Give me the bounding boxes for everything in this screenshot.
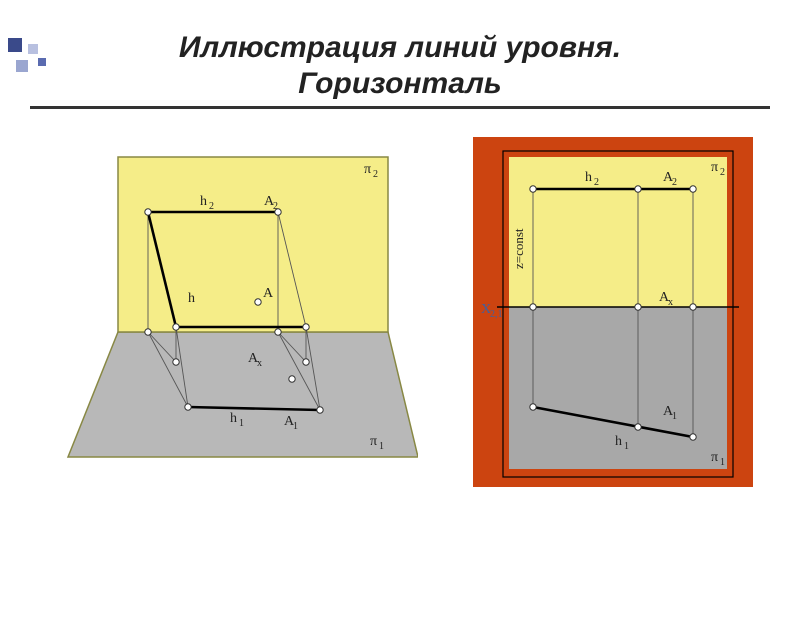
left-diagram: π2π1h2A2AhAxh1A1	[48, 137, 418, 492]
svg-text:1: 1	[672, 411, 677, 422]
diagrams-row: π2π1h2A2AhAxh1A1 h2A2π2AxX2,1A1h1π1z=con…	[0, 137, 800, 492]
svg-text:2: 2	[209, 201, 214, 212]
svg-text:2: 2	[594, 177, 599, 188]
svg-text:h: h	[230, 411, 237, 426]
title-line1: Иллюстрация линий уровня.	[179, 31, 621, 64]
svg-text:h: h	[200, 194, 207, 209]
svg-text:2: 2	[373, 169, 378, 180]
svg-text:π: π	[364, 162, 371, 177]
svg-text:2: 2	[720, 167, 725, 178]
svg-text:A: A	[263, 286, 274, 301]
svg-text:h: h	[585, 170, 592, 185]
svg-text:h: h	[188, 291, 195, 306]
svg-text:1: 1	[239, 418, 244, 429]
svg-text:π: π	[711, 160, 718, 175]
svg-text:z=const: z=const	[511, 228, 526, 269]
svg-text:π: π	[370, 434, 377, 449]
title-line2: Горизонталь	[298, 67, 501, 100]
svg-text:x: x	[668, 297, 673, 308]
svg-text:1: 1	[379, 441, 384, 452]
svg-text:π: π	[711, 450, 718, 465]
corner-decoration	[8, 38, 98, 78]
svg-text:x: x	[257, 358, 262, 369]
svg-text:2: 2	[273, 201, 278, 212]
page-title: Иллюстрация линий уровня. Горизонталь	[0, 30, 800, 102]
svg-text:1: 1	[293, 421, 298, 432]
svg-text:1: 1	[624, 441, 629, 452]
right-diagram: h2A2π2AxX2,1A1h1π1z=const	[473, 137, 753, 492]
svg-text:h: h	[615, 434, 622, 449]
svg-text:2: 2	[672, 177, 677, 188]
svg-text:1: 1	[720, 457, 725, 468]
svg-text:2,1: 2,1	[490, 309, 503, 320]
title-underline	[30, 106, 770, 109]
